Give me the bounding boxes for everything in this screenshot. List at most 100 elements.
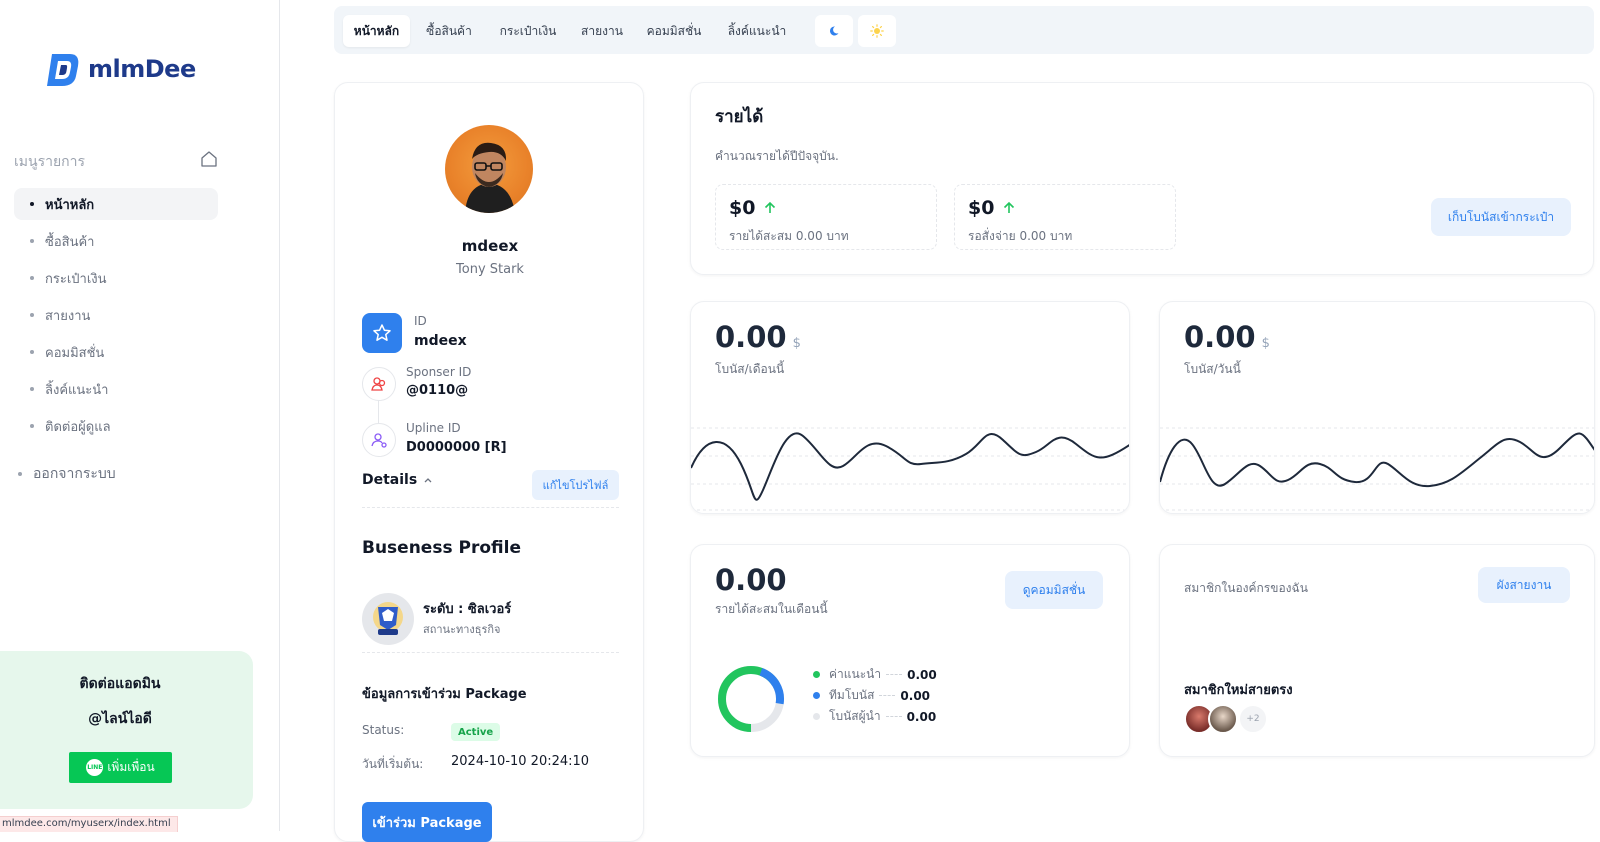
business-profile-title: Buseness Profile	[362, 538, 521, 558]
profile-card: mdeex Tony Stark ID mdeex Sponser ID @01…	[334, 82, 644, 842]
avatar-image	[465, 142, 515, 213]
start-date-value: 2024-10-10 20:24:10	[451, 754, 590, 769]
sponsor-value: @0110@	[406, 383, 469, 398]
tab-shop[interactable]: ซื้อสินค้า	[426, 23, 472, 38]
sidebar: mlmDee เมนูรายการ หน้าหลัก ซื้อสินค้า กร…	[0, 0, 280, 831]
legend-label: ค่าแนะนำ	[829, 667, 882, 681]
profile-username: mdeex	[461, 237, 519, 255]
sidebar-item-home[interactable]: หน้าหลัก	[14, 188, 218, 220]
sidebar-item-wallet[interactable]: กระเป๋าเงิน	[14, 262, 218, 294]
join-package-button[interactable]: เข้าร่วม Package	[362, 802, 492, 842]
income-subtitle: คำนวณรายได้ปีปัจจุบัน.	[715, 149, 839, 163]
brand-name: mlmDee	[88, 55, 196, 83]
legend-referral: ค่าแนะนำ 0.00	[813, 665, 937, 684]
sidebar-item-referral-link[interactable]: ลิ้งค์แนะนำ	[14, 373, 218, 405]
details-label: Details	[362, 472, 418, 488]
legend-label: โบนัสผู้นำ	[829, 709, 881, 723]
status-badge: Active	[451, 723, 501, 741]
daily-bonus-value: 0.00	[1184, 320, 1256, 354]
sidebar-item-contact[interactable]: ติดต่อผู้ดูแล	[14, 410, 218, 442]
legend-team-bonus: ทีมโบนัส 0.00	[813, 686, 930, 705]
sidebar-item-downline[interactable]: สายงาน	[14, 299, 218, 331]
member-avatar[interactable]	[1208, 704, 1238, 734]
members-title: สมาชิกในองค์กรของฉัน	[1184, 581, 1308, 595]
accumulated-income-box: $0 รายได้สะสม 0.00 บาท	[715, 184, 937, 250]
commission-donut-chart	[718, 666, 784, 732]
more-members-badge[interactable]: +2	[1238, 704, 1268, 734]
logo-icon	[47, 54, 79, 86]
legend-dot-blue	[813, 692, 820, 699]
tab-wallet[interactable]: กระเป๋าเงิน	[499, 23, 557, 38]
sponsor-badge	[362, 367, 396, 401]
arrow-up-icon	[1004, 201, 1015, 213]
sidebar-item-shop[interactable]: ซื้อสินค้า	[14, 225, 218, 257]
top-tabbar: หน้าหลัก ซื้อสินค้า กระเป๋าเงิน สายงาน ค…	[334, 6, 1594, 54]
details-toggle[interactable]: Details	[362, 472, 433, 488]
divider	[362, 652, 619, 653]
sidebar-item-label: สายงาน	[45, 308, 91, 324]
package-status-label: Status:	[362, 723, 405, 737]
sidebar-item-label: ลิ้งค์แนะนำ	[45, 382, 109, 398]
pending-income-value: $0	[968, 197, 995, 219]
upline-label: Upline ID	[406, 421, 461, 435]
tab-referral-link[interactable]: ลิ้งค์แนะนำ	[727, 23, 787, 38]
id-value: mdeex	[414, 333, 467, 349]
upline-badge	[362, 423, 396, 457]
line-add-friend-button[interactable]: LINE เพิ่มเพื่อน	[69, 752, 172, 783]
commission-value: 0.00	[715, 563, 787, 597]
legend-leader-bonus: โบนัสผู้นำ 0.00	[813, 707, 936, 726]
sun-icon	[870, 24, 884, 38]
id-label: ID	[414, 314, 427, 328]
monthly-bonus-unit: $	[792, 336, 801, 351]
daily-bonus-sparkline	[1160, 427, 1594, 511]
upline-value: D0000000 [R]	[406, 440, 507, 455]
new-members-title: สมาชิกใหม่สายตรง	[1184, 683, 1293, 698]
moon-icon	[829, 26, 839, 36]
tab-downline[interactable]: สายงาน	[581, 23, 623, 38]
logout-link[interactable]: ออกจากระบบ	[14, 463, 116, 485]
status-bar-url: mlmdee.com/myuserx/index.html	[0, 816, 178, 832]
daily-bonus-unit: $	[1261, 336, 1270, 351]
legend-dot-green	[813, 671, 820, 678]
pending-income-label: รอสั่งจ่าย 0.00 บาท	[968, 229, 1073, 243]
view-commission-button[interactable]: ดูคอมมิสชั่น	[1005, 571, 1103, 609]
user-network-icon	[371, 433, 387, 448]
edit-profile-button[interactable]: แก้ไขโปรไฟล์	[532, 470, 619, 500]
id-badge	[362, 313, 402, 353]
line-id: @ไลน์ไอดี	[88, 711, 152, 727]
legend-dash	[885, 716, 902, 717]
bullet-icon	[30, 276, 34, 280]
commission-card: 0.00 รายได้สะสมในเดือนนี้ ดูคอมมิสชั่น ค…	[690, 544, 1130, 757]
bullet-icon	[30, 424, 34, 428]
brand-logo[interactable]: mlmDee	[44, 50, 196, 88]
light-mode-button[interactable]	[858, 15, 896, 47]
menu-title: เมนูรายการ	[14, 154, 86, 170]
commission-label: รายได้สะสมในเดือนนี้	[715, 602, 828, 616]
pending-income-box: $0 รอสั่งจ่าย 0.00 บาท	[954, 184, 1176, 250]
sidebar-item-label: หน้าหลัก	[45, 197, 95, 213]
sidebar-item-commission[interactable]: คอมมิสชั่น	[14, 336, 218, 368]
bullet-icon	[30, 387, 34, 391]
business-status-label: สถานะทางธุรกิจ	[423, 623, 501, 636]
legend-value: 0.00	[906, 709, 937, 724]
bullet-icon	[18, 472, 22, 476]
tab-home[interactable]: หน้าหลัก	[343, 15, 410, 47]
accumulated-income-label: รายได้สะสม 0.00 บาท	[729, 229, 849, 243]
contact-title: ติดต่อแอดมิน	[79, 676, 161, 692]
monthly-bonus-sparkline	[691, 427, 1129, 511]
legend-dash	[886, 674, 903, 675]
downline-tree-button[interactable]: ผังสายงาน	[1478, 567, 1570, 603]
accumulated-income-value: $0	[729, 197, 756, 219]
home-icon[interactable]	[200, 150, 218, 168]
monthly-bonus-label: โบนัส/เดือนนี้	[715, 362, 785, 376]
dark-mode-button[interactable]	[815, 15, 853, 47]
bullet-icon	[30, 350, 34, 354]
divider	[362, 507, 619, 508]
bullet-icon	[30, 202, 34, 206]
sidebar-item-label: กระเป๋าเงิน	[45, 271, 107, 287]
legend-dot-gray	[813, 713, 820, 720]
tab-commission[interactable]: คอมมิสชั่น	[646, 23, 702, 38]
sidebar-item-label: คอมมิสชั่น	[45, 345, 105, 361]
collect-bonus-button[interactable]: เก็บโบนัสเข้ากระเป๋า	[1431, 198, 1571, 236]
silver-medal-icon	[364, 595, 412, 643]
